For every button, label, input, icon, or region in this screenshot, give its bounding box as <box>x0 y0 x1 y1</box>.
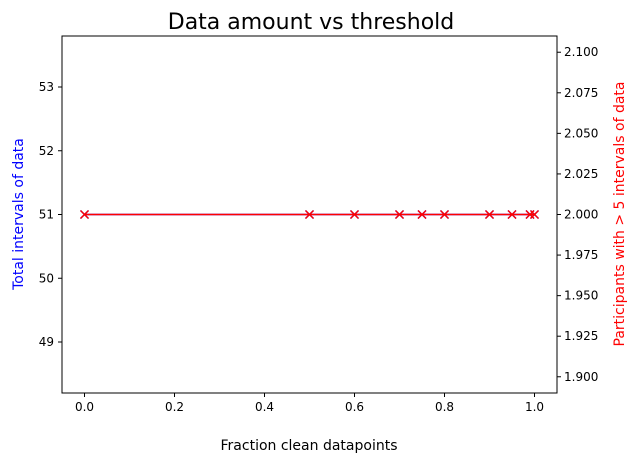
x-tick-label: 0.4 <box>255 400 274 414</box>
y-right-axis-title: Participants with > 5 intervals of data <box>612 82 628 347</box>
y-left-tick-label: 53 <box>39 80 54 94</box>
y-right-tick-label: 1.950 <box>564 289 598 303</box>
x-tick-label: 0.0 <box>75 400 94 414</box>
y-right-tick-label: 1.900 <box>564 370 598 384</box>
x-tick-label: 1.0 <box>525 400 544 414</box>
data-point-right <box>530 210 539 219</box>
ticks: 0.0 0.2 0.4 0.6 0.8 1.0 49 50 51 52 53 1.900 1.925 1.… <box>39 45 599 414</box>
y-right-tick-label: 2.050 <box>564 126 598 140</box>
x-axis-title: Fraction clean datapoints <box>221 438 398 454</box>
y-right-tick-label: 2.075 <box>564 86 598 100</box>
y-right-tick-label: 1.925 <box>564 329 598 343</box>
y-left-tick-label: 50 <box>39 271 54 285</box>
x-tick-label: 0.2 <box>165 400 184 414</box>
y-right-tick-label: 2.025 <box>564 167 598 181</box>
y-left-axis-title: Total intervals of data <box>11 138 27 291</box>
y-right-tick-label: 2.000 <box>564 208 598 222</box>
data-point-right <box>440 210 449 219</box>
x-tick-label: 0.8 <box>435 400 454 414</box>
data-point-right <box>80 210 89 219</box>
data-point-right <box>350 210 359 219</box>
y-right-tick-label: 1.975 <box>564 248 598 262</box>
data-point-right <box>507 210 517 219</box>
y-left-tick-label: 49 <box>39 335 54 349</box>
data-point-right <box>485 210 494 219</box>
x-tick-label: 0.6 <box>345 400 364 414</box>
data-point-right <box>417 210 427 219</box>
y-right-tick-label: 2.100 <box>564 45 598 59</box>
chart-title: Data amount vs threshold <box>168 10 454 35</box>
y-left-tick-label: 51 <box>39 208 54 222</box>
data-point-right <box>395 210 404 219</box>
data-point-right <box>305 210 314 219</box>
y-left-tick-label: 52 <box>39 144 54 158</box>
plot-area <box>80 210 539 219</box>
